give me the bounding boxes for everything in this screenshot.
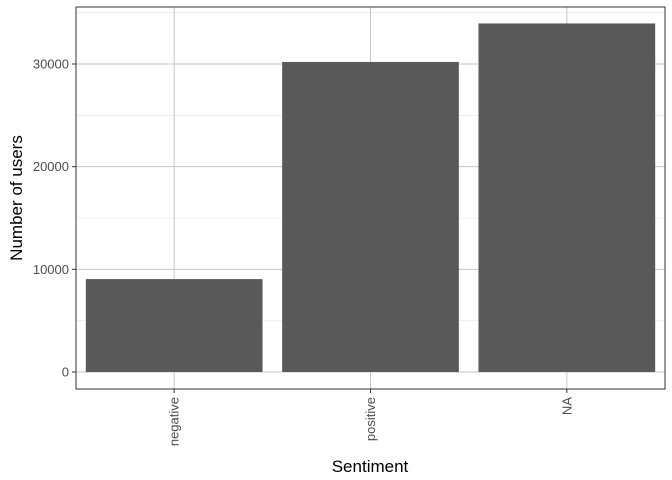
y-axis: 0 10000 20000 30000 [33,57,76,380]
bars [85,23,656,373]
x-tick-label: positive [363,397,378,441]
y-tick-label: 20000 [33,159,69,174]
bar-na [478,23,656,373]
bar-positive [282,61,459,373]
x-axis: negative positive NA [167,389,574,446]
x-axis-title: Sentiment [332,457,409,476]
y-tick-label: 30000 [33,57,69,72]
x-tick-label: NA [559,397,574,415]
y-axis-title: Number of users [7,135,26,261]
bar-negative [85,279,263,372]
x-tick-label: negative [167,397,182,446]
y-tick-label: 10000 [33,262,69,277]
y-tick-label: 0 [62,365,69,380]
